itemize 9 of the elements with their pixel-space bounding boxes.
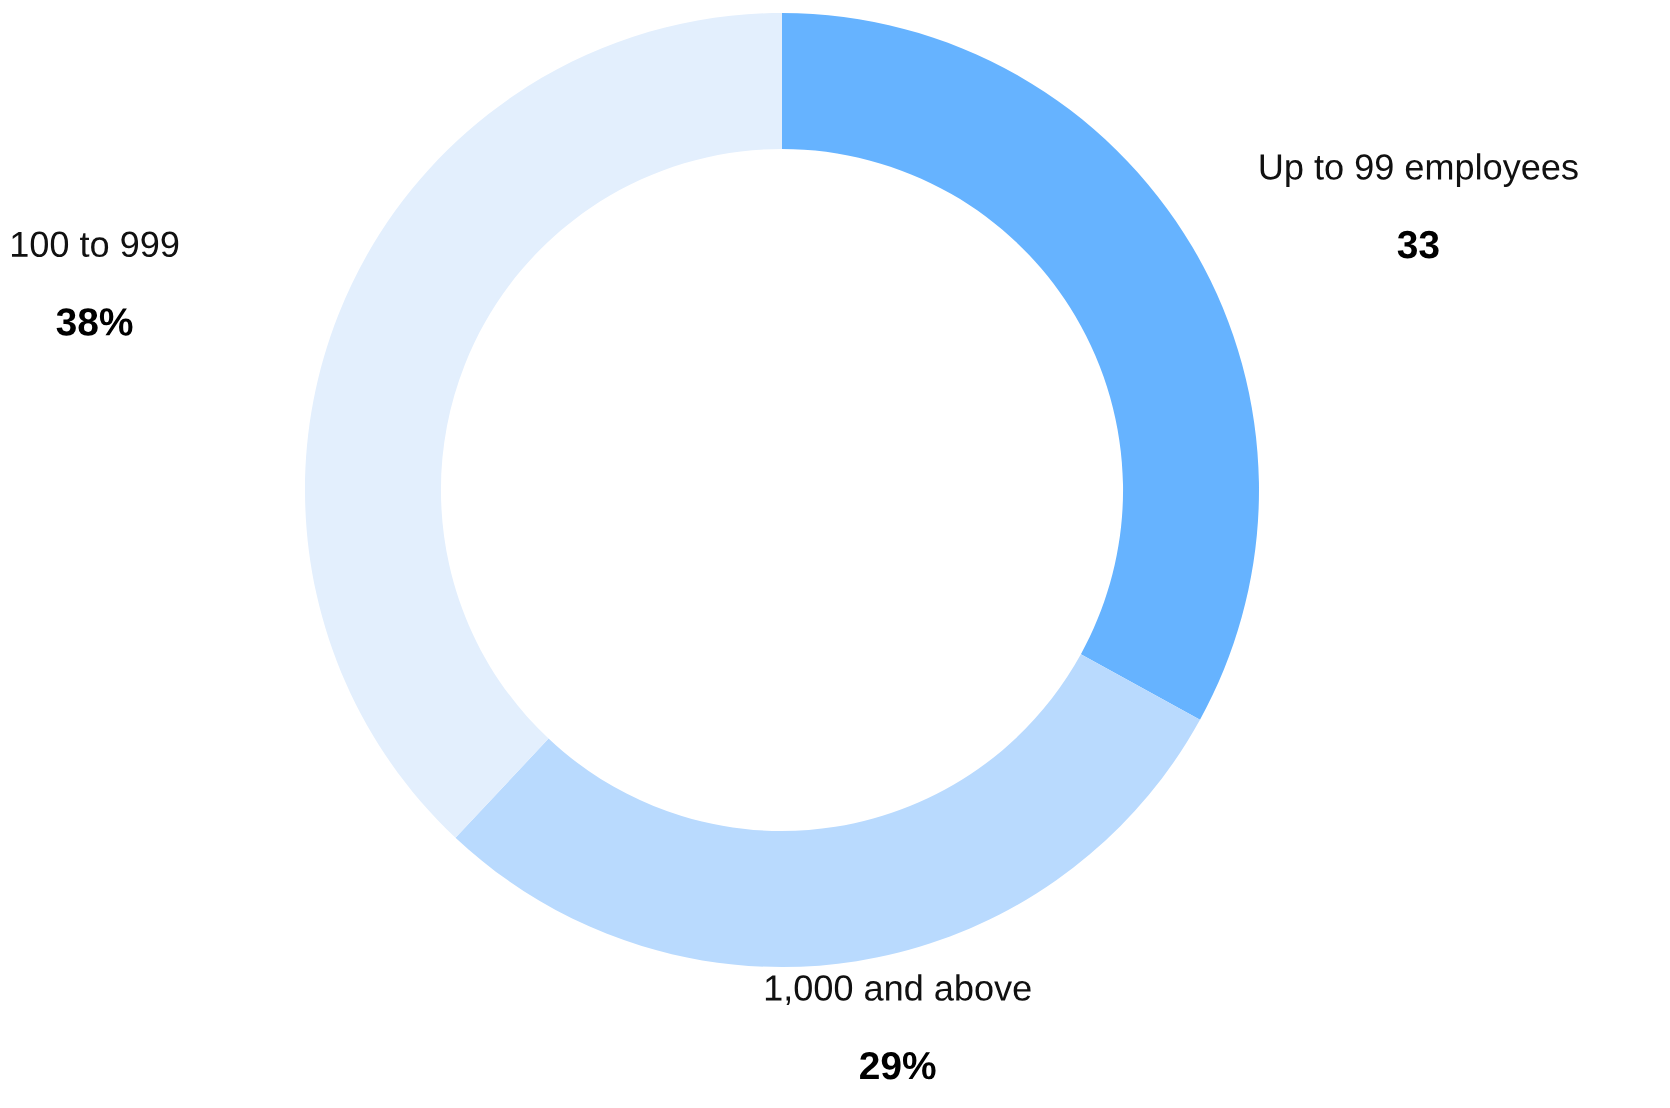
data-label: 38% xyxy=(56,308,133,336)
data-label: 33 xyxy=(1397,230,1439,259)
donut-slice xyxy=(782,13,1259,720)
data-label: 29% xyxy=(860,1051,936,1080)
donut-slice xyxy=(305,13,782,838)
donut-slice xyxy=(455,654,1200,967)
slice-label: Up to 99 employees xyxy=(1260,153,1578,187)
slice-label: 100 to 999 xyxy=(11,231,179,258)
slice-label: 1,000 and above xyxy=(765,974,1031,1006)
